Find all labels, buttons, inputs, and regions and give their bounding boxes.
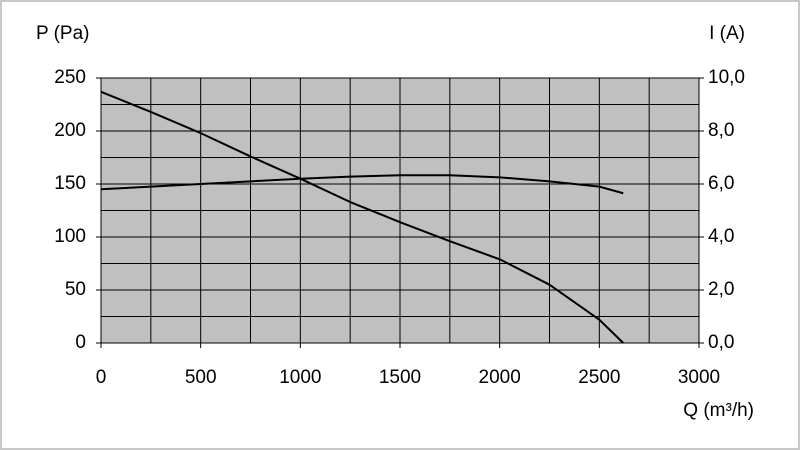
x-tick-label: 2000 [479,367,521,388]
x-tick-label: 1000 [279,367,321,388]
curve [100,174,624,195]
y2-tick-label: 6,0 [708,173,734,194]
x-tick-label: 1500 [379,367,421,388]
x-tick-label: 0 [96,367,107,388]
y2-tick-label: 10,0 [708,67,745,88]
y-tick-label: 200 [54,120,86,141]
x-tick-label: 2500 [578,367,620,388]
x-tick-label: 500 [185,367,217,388]
y-tick-label: 100 [54,226,86,247]
x-axis-label: Q (m³/h) [683,400,754,421]
y-tick-label: 150 [54,173,86,194]
y2-tick-label: 0,0 [708,332,734,353]
y-tick-label: 250 [54,67,86,88]
y2-tick-label: 4,0 [708,226,734,247]
y2-axis-label: I (A) [709,23,745,44]
x-tick-label: 3000 [678,367,720,388]
y-axis-label: P (Pa) [36,23,90,44]
y2-tick-label: 8,0 [708,120,734,141]
curve [100,90,624,344]
y-tick-label: 0 [75,332,86,353]
y2-tick-label: 2,0 [708,279,734,300]
y-tick-label: 50 [65,279,86,300]
